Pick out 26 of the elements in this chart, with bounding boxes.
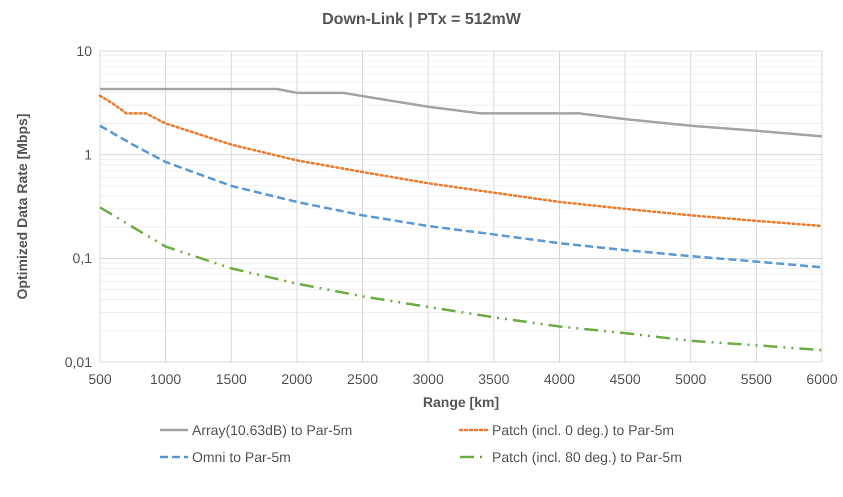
legend-label: Omni to Par-5m — [192, 448, 291, 465]
legend-label: Array(10.63dB) to Par-5m — [192, 422, 352, 438]
x-tick-label: 4500 — [610, 371, 641, 387]
x-axis-title: Range [km] — [422, 394, 500, 410]
y-tick-label: 1 — [84, 146, 92, 163]
x-tick-label: 4000 — [544, 371, 576, 387]
legend-label: Patch (incl. 80 deg.) to Par-5m — [492, 448, 682, 465]
line-series — [98, 94, 824, 228]
line-series — [98, 88, 824, 138]
x-tick-label: 3500 — [478, 371, 510, 387]
line-series — [98, 206, 824, 352]
x-tick-label: 3000 — [412, 371, 444, 387]
legend-label: Patch (incl. 0 deg.) to Par-5m — [492, 422, 674, 438]
x-tick-label: 1000 — [150, 371, 182, 387]
y-tick-label: 0,1 — [72, 250, 92, 266]
x-tick-label: 6000 — [806, 371, 838, 387]
x-tick-label: 5000 — [675, 371, 707, 387]
x-tick-label: 2500 — [346, 371, 378, 387]
x-tick-label: 5500 — [740, 371, 772, 387]
x-tick-label: 1500 — [216, 371, 248, 387]
y-tick-label: 0,01 — [64, 354, 92, 370]
y-axis-title: Optimized Data Rate [Mbps] — [14, 114, 30, 300]
x-tick-label: 2000 — [281, 371, 313, 387]
y-tick-label: 10 — [76, 42, 92, 59]
x-tick-label: 500 — [88, 371, 112, 387]
chart-title: Down-Link | PTx = 512mW — [322, 11, 522, 28]
